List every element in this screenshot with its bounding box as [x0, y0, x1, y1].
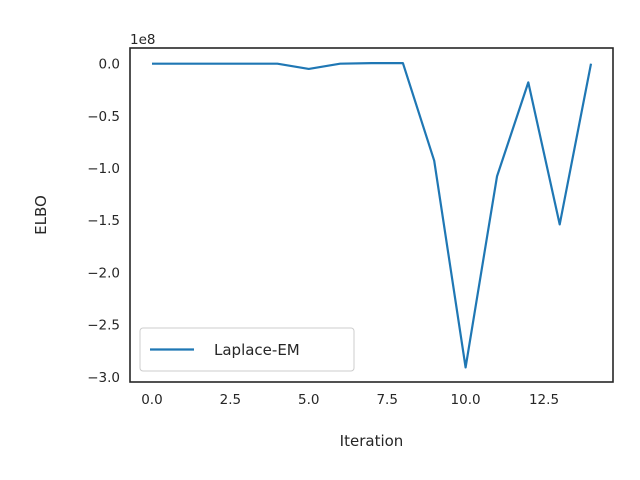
- x-tick-label: 2.5: [220, 392, 241, 408]
- x-tick-label: 10.0: [451, 392, 481, 408]
- y-tick-label: −3.0: [87, 370, 120, 386]
- legend: Laplace-EM: [139, 327, 355, 372]
- y-tick-label: −1.5: [87, 213, 120, 229]
- y-axis-offset-text: 1e8: [130, 32, 155, 48]
- series-line-laplace-em: [152, 61, 593, 369]
- legend-box: [139, 327, 355, 372]
- y-tick-label: 0.0: [99, 57, 120, 73]
- x-tick-label: 5.0: [298, 392, 319, 408]
- x-tick-label: 7.5: [376, 392, 397, 408]
- series-layer: [152, 61, 593, 369]
- x-tick-label: 12.5: [529, 392, 559, 408]
- y-tick-label: −2.0: [87, 265, 120, 281]
- x-axis-label: Iteration: [340, 432, 404, 450]
- plot-frame: [129, 47, 614, 383]
- legend-label: Laplace-EM: [214, 341, 300, 359]
- ticks-layer: 0.0 2.5 5.0 7.5 10.0 12.5 0.0 −0.5 −1.0 −1.5 −2.0 −…: [87, 57, 559, 408]
- y-tick-label: −2.5: [87, 318, 120, 334]
- y-axis-label: ELBO: [32, 195, 50, 235]
- y-tick-label: −1.0: [87, 161, 120, 177]
- y-tick-label: −0.5: [87, 109, 120, 125]
- x-tick-label: 0.0: [141, 392, 162, 408]
